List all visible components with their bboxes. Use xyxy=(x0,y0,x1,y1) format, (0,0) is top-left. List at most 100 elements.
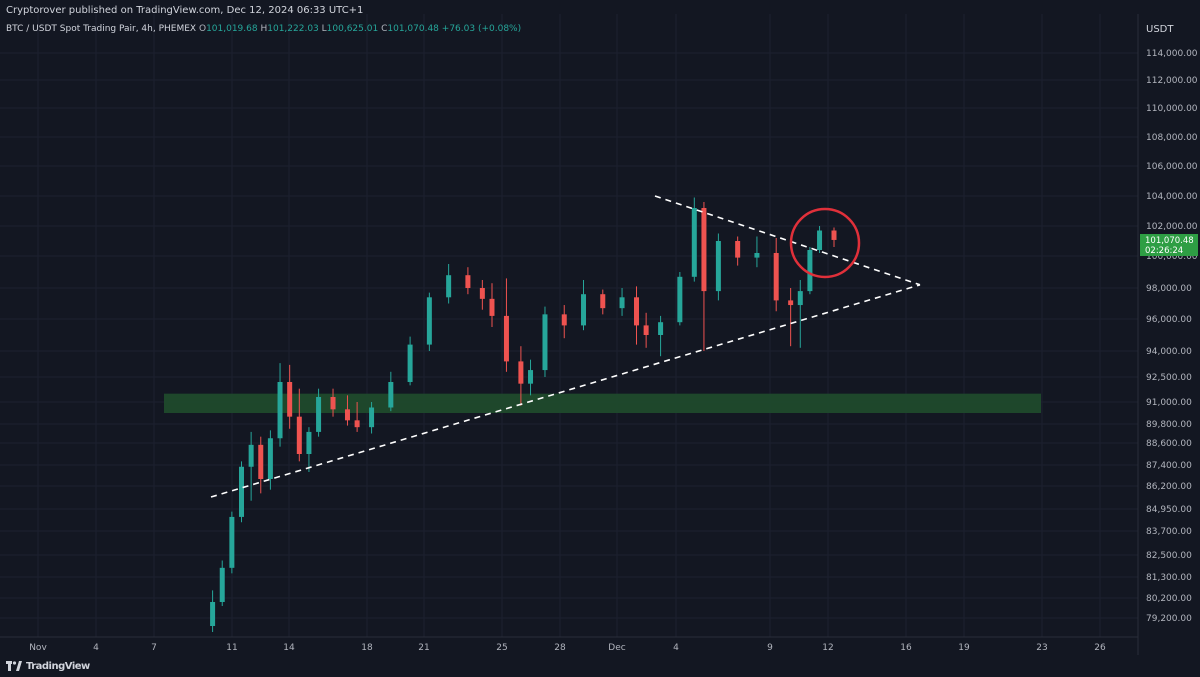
change-value: +76.03 (+0.08%) xyxy=(441,24,522,34)
candle-body xyxy=(831,230,837,240)
candle-body xyxy=(788,300,794,306)
time-tick-label: 23 xyxy=(1036,643,1047,653)
price-tick-label: 91,000.00 xyxy=(1146,398,1192,408)
price-tick-label: 114,000.00 xyxy=(1146,49,1198,59)
descending-trendline[interactable] xyxy=(654,195,921,286)
price-tick-label: 80,200.00 xyxy=(1146,594,1192,604)
time-tick-label: 16 xyxy=(900,643,912,653)
tradingview-footer[interactable]: TradingView xyxy=(6,660,90,672)
candle-body xyxy=(479,288,485,299)
candle-body xyxy=(369,407,375,428)
time-axis[interactable]: Nov 4 7 11 14 18 21 25 28 Dec 4 9 12 16 19 23 26 xyxy=(29,643,1106,653)
price-tick-label: 84,950.00 xyxy=(1146,505,1192,515)
candle-body xyxy=(267,438,273,479)
price-tick-label: 79,200.00 xyxy=(1146,614,1192,624)
time-tick-label: 21 xyxy=(418,643,429,653)
time-tick-label: 26 xyxy=(1094,643,1106,653)
candle-body xyxy=(239,466,244,517)
tradingview-brand: TradingView xyxy=(26,660,90,672)
time-tick-label: 11 xyxy=(226,643,237,653)
open-value: 101,019.68 xyxy=(206,24,258,34)
candle-body xyxy=(735,241,741,258)
low-key: L xyxy=(321,24,327,34)
candle-body xyxy=(643,325,649,335)
close-value: 101,070.48 xyxy=(387,24,439,34)
time-tick-label: 4 xyxy=(93,643,99,653)
time-tick-label: 28 xyxy=(554,643,566,653)
ascending-trendline[interactable] xyxy=(210,284,921,498)
candle-body xyxy=(817,230,823,250)
candle-body xyxy=(219,567,225,602)
candle-body xyxy=(344,409,350,421)
candle-body xyxy=(658,322,664,335)
candle-body xyxy=(561,314,567,326)
low-value: 100,625.01 xyxy=(326,24,379,34)
price-tick-label: 100,000.00 xyxy=(1146,252,1198,262)
price-tick-label: 96,000.00 xyxy=(1146,315,1192,325)
candle-body xyxy=(528,370,534,384)
highlight-circle[interactable] xyxy=(789,207,861,279)
time-tick-label: 9 xyxy=(767,643,773,653)
candle-body xyxy=(258,444,264,479)
symbol-info-bar: BTC / USDT Spot Trading Pair, 4h, PHEMEX… xyxy=(6,24,521,34)
candle-body xyxy=(407,344,413,382)
candle-body xyxy=(807,250,813,292)
candle-body xyxy=(715,241,721,292)
candle-body xyxy=(446,275,452,298)
time-tick-label: 25 xyxy=(496,643,507,653)
price-tick-label: 108,000.00 xyxy=(1146,133,1198,143)
candle-body xyxy=(465,275,471,288)
candle-body xyxy=(691,208,697,277)
candle-body xyxy=(701,208,707,292)
candle-body xyxy=(287,382,293,417)
price-tick-label: 87,400.00 xyxy=(1146,461,1192,471)
candle-body xyxy=(330,397,336,410)
candle-body xyxy=(296,416,302,454)
time-tick-label: Nov xyxy=(29,643,47,653)
candle-body xyxy=(306,431,312,454)
high-value: 101,222.03 xyxy=(267,24,319,34)
price-tick-label: 98,000.00 xyxy=(1146,284,1192,294)
price-axis[interactable]: 114,000.00 112,000.00 110,000.00 108,000.00… xyxy=(1146,49,1198,624)
price-tick-label: 92,500.00 xyxy=(1146,373,1192,383)
currency-label: USDT xyxy=(1146,24,1174,35)
price-tick-label: 89,800.00 xyxy=(1146,420,1192,430)
candle-body xyxy=(489,298,495,316)
candle-body xyxy=(581,294,587,326)
time-tick-label: 12 xyxy=(822,643,833,653)
candle-body xyxy=(797,291,803,306)
price-tick-label: 83,700.00 xyxy=(1146,527,1192,537)
candle-body xyxy=(619,297,625,309)
price-tick-label: 86,200.00 xyxy=(1146,482,1192,492)
candle-body xyxy=(229,516,235,568)
time-tick-label: 18 xyxy=(361,643,373,653)
publish-header: Cryptorover published on TradingView.com… xyxy=(6,5,364,16)
time-tick-label: 14 xyxy=(283,643,295,653)
price-tick-label: 94,000.00 xyxy=(1146,347,1192,357)
candles-layer xyxy=(210,197,837,632)
tradingview-logo-icon xyxy=(6,661,22,671)
support-zone xyxy=(164,393,1041,413)
candle-body xyxy=(277,382,283,439)
price-tick-label: 88,600.00 xyxy=(1146,439,1192,449)
open-key: O xyxy=(198,24,207,34)
high-key: H xyxy=(260,24,268,34)
candle-body xyxy=(354,420,360,428)
candle-body xyxy=(677,276,683,323)
candle-body xyxy=(316,397,322,432)
candle-body xyxy=(388,382,394,408)
time-tick-label: Dec xyxy=(608,643,625,653)
price-tick-label: 81,300.00 xyxy=(1146,573,1192,583)
time-tick-label: 7 xyxy=(151,643,157,653)
price-tick-label: 102,000.00 xyxy=(1146,222,1198,232)
time-tick-label: 4 xyxy=(673,643,679,653)
candle-body xyxy=(773,253,779,301)
current-price-value: 101,070.48 xyxy=(1145,236,1194,246)
price-tick-label: 110,000.00 xyxy=(1146,104,1198,114)
symbol-name[interactable]: BTC / USDT Spot Trading Pair, 4h, PHEMEX xyxy=(6,24,197,34)
candle-body xyxy=(518,361,524,384)
price-tick-label: 112,000.00 xyxy=(1146,76,1198,86)
candle-body xyxy=(248,444,254,467)
candle-countdown: 02:26:24 xyxy=(1145,246,1183,256)
